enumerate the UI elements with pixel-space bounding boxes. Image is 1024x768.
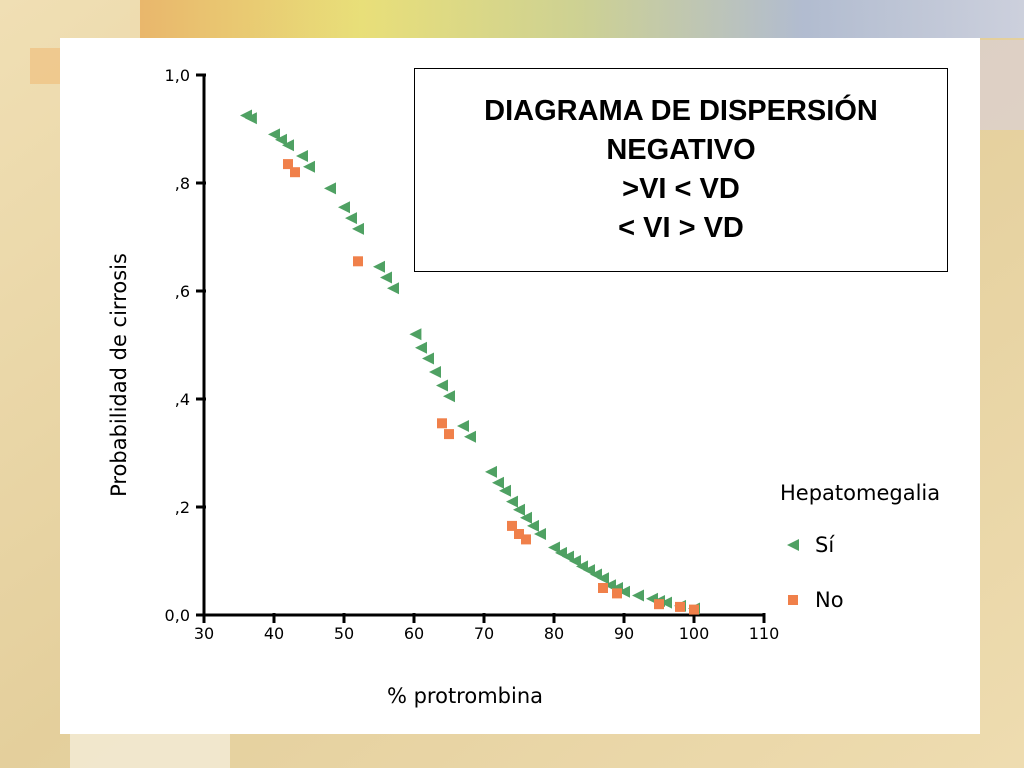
data-point-si: [597, 572, 609, 585]
x-tick-label: 30: [194, 624, 214, 643]
data-point-si: [422, 352, 434, 365]
y-axis-title: Probabilidad de cirrosis: [107, 253, 131, 497]
data-point-si: [534, 528, 546, 540]
data-point-si: [429, 366, 441, 378]
data-point-no: [654, 599, 664, 610]
x-tick-label: 50: [334, 624, 354, 643]
data-point-no: [514, 529, 524, 539]
title-line-2: NEGATIVO: [606, 134, 756, 166]
x-tick-label: 110: [749, 624, 780, 643]
data-point-no: [675, 601, 685, 612]
data-point-si: [464, 430, 476, 443]
legend-title: Hepatomegalia: [780, 481, 940, 505]
data-point-no: [598, 583, 608, 593]
data-point-si: [380, 271, 392, 284]
y-tick-label: 0,0: [165, 606, 190, 625]
data-point-no: [353, 256, 363, 267]
data-point-si: [415, 341, 427, 354]
data-point-si: [513, 503, 525, 516]
data-point-si: [632, 589, 644, 602]
data-point-si: [244, 112, 257, 125]
data-point-si: [443, 390, 455, 403]
x-tick-label: 40: [264, 624, 284, 643]
title-line-3: >VI < VD: [622, 173, 740, 205]
scatter-chart: 0,0 ,2 ,4 ,6 ,8 1,0 30 40 50 60 70 80 90 100 110 % prot…: [107, 66, 940, 708]
y-tick-label: 1,0: [165, 66, 190, 85]
data-point-si: [660, 596, 672, 609]
x-tick-label: 100: [679, 624, 710, 643]
data-point-si: [338, 201, 350, 214]
data-point-si: [527, 519, 539, 532]
x-tick-label: 70: [474, 624, 494, 643]
data-point-si: [268, 128, 280, 141]
data-point-si: [282, 139, 294, 152]
data-point-si: [457, 420, 469, 432]
data-point-si: [562, 550, 574, 563]
data-point-si: [373, 260, 385, 273]
data-point-si: [485, 465, 497, 478]
data-point-no: [283, 159, 293, 170]
data-point-si: [352, 222, 364, 235]
legend-marker-si: [787, 539, 799, 551]
slide-content: 0,0 ,2 ,4 ,6 ,8 1,0 30 40 50 60 70 80 90 100 110 % prot…: [60, 38, 980, 734]
x-axis-title: % protrombina: [387, 684, 543, 708]
title-line-4: < VI > VD: [618, 212, 744, 244]
data-point-si: [275, 133, 287, 146]
data-point-si: [618, 585, 630, 598]
y-tick-label: ,8: [175, 174, 190, 193]
data-point-si: [492, 476, 504, 489]
x-tick-label: 60: [404, 624, 424, 643]
data-point-si: [548, 541, 560, 554]
data-point-no: [444, 429, 454, 440]
data-point-si: [387, 282, 399, 295]
data-point-no: [437, 418, 447, 429]
data-point-si: [345, 212, 357, 225]
x-tick-label: 90: [614, 624, 634, 643]
data-point-no: [290, 167, 300, 178]
legend-label: No: [815, 588, 844, 612]
data-point-no: [507, 520, 517, 531]
y-tick-label: ,4: [175, 390, 190, 409]
title-line-1: DIAGRAMA DE DISPERSIÓN: [484, 95, 878, 127]
data-point-si: [324, 182, 336, 195]
data-point-si: [583, 564, 595, 577]
data-point-si: [303, 160, 315, 173]
legend-marker-no: [788, 595, 798, 605]
data-point-si: [506, 495, 518, 508]
data-point-si: [569, 555, 581, 567]
title-box: DIAGRAMA DE DISPERSIÓN NEGATIVO >VI < VD…: [414, 68, 948, 272]
data-point-si: [499, 484, 511, 497]
data-point-si: [296, 150, 308, 162]
data-point-si: [409, 328, 422, 341]
data-point-si: [436, 379, 448, 392]
data-point-no: [521, 534, 531, 545]
x-tick-label: 80: [544, 624, 564, 643]
data-point-no: [689, 604, 699, 615]
legend-label: Sí: [815, 533, 835, 557]
data-point-si: [520, 511, 532, 524]
y-tick-label: ,6: [175, 282, 190, 301]
data-point-no: [612, 588, 622, 599]
y-tick-label: ,2: [175, 498, 190, 517]
